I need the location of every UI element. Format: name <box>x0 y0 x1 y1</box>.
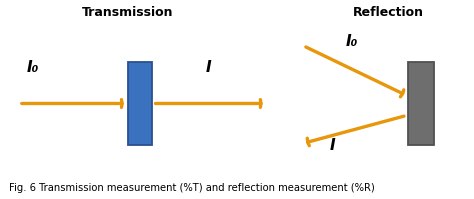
Text: I: I <box>206 60 211 75</box>
Bar <box>128 62 152 145</box>
Text: I: I <box>329 138 335 153</box>
Text: Reflection: Reflection <box>353 6 424 19</box>
Text: I₀: I₀ <box>346 34 358 49</box>
Text: Transmission: Transmission <box>82 6 174 19</box>
Text: I₀: I₀ <box>27 60 39 75</box>
Bar <box>408 62 434 145</box>
Text: Fig. 6 Transmission measurement (%T) and reflection measurement (%R): Fig. 6 Transmission measurement (%T) and… <box>9 183 375 193</box>
